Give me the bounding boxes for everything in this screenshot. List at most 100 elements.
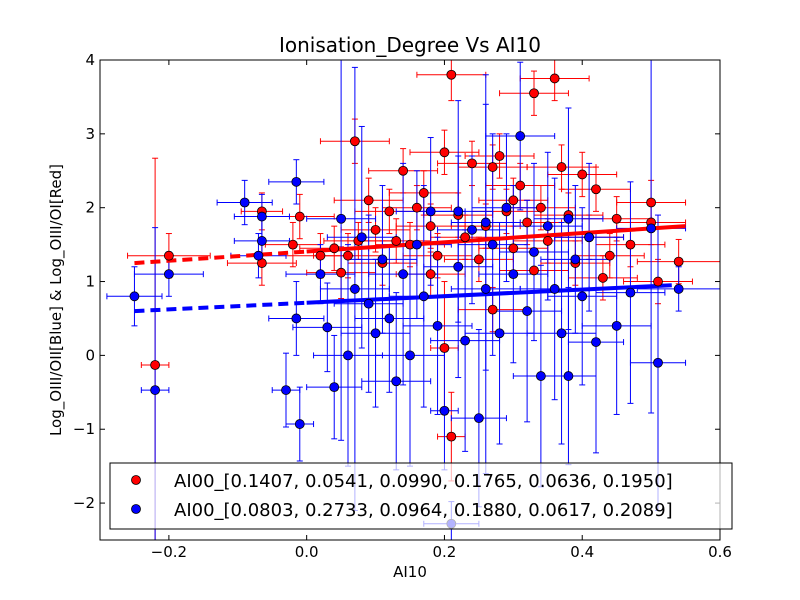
- data-point: [515, 180, 526, 191]
- data-point: [611, 213, 622, 224]
- data-point: [377, 254, 388, 265]
- data-point: [646, 223, 657, 234]
- data-point: [446, 69, 457, 80]
- data-point: [405, 350, 415, 361]
- data-point: [349, 136, 360, 147]
- data-point: [611, 320, 622, 331]
- data-point: [343, 350, 353, 361]
- data-point: [584, 232, 595, 243]
- data-point: [329, 382, 340, 393]
- y-axis-label: Log_OIII/OII[Blue] & Log_OIII/OI[Red]: [47, 164, 66, 436]
- data-point: [391, 376, 402, 387]
- data-point: [515, 131, 526, 141]
- data-point: [163, 250, 174, 261]
- data-point: [508, 269, 519, 280]
- data-point: [556, 162, 567, 172]
- data-point: [535, 371, 546, 381]
- y-tick-label: 2: [85, 199, 95, 217]
- data-point: [411, 202, 422, 213]
- y-tick-label: 3: [85, 125, 95, 143]
- data-point: [439, 343, 450, 353]
- data-point: [673, 284, 684, 294]
- data-point: [239, 197, 250, 208]
- data-point: [439, 147, 450, 158]
- data-point: [522, 217, 533, 228]
- y-tick-label: 1: [85, 273, 95, 291]
- data-point: [460, 232, 471, 243]
- data-point: [577, 291, 588, 302]
- x-tick-label: 0.2: [433, 543, 457, 561]
- data-point: [549, 284, 560, 294]
- x-tick-label: 0.4: [570, 543, 594, 561]
- data-point: [425, 269, 436, 280]
- legend-marker-blue: [131, 504, 141, 514]
- fit-line-solid-0: [306, 224, 686, 254]
- data-point: [653, 357, 663, 368]
- data-point: [294, 419, 305, 429]
- data-point: [487, 304, 498, 315]
- data-point: [480, 217, 491, 228]
- data-point: [343, 250, 353, 261]
- data-point: [508, 243, 519, 254]
- x-tick-label: 0.6: [708, 543, 732, 561]
- data-point: [467, 158, 477, 169]
- data-point: [563, 371, 574, 381]
- legend-label-blue: AI00_[0.0803, 0.2733, 0.0964, 0.1880, 0.…: [174, 500, 673, 521]
- data-point: [129, 291, 140, 302]
- data-point: [163, 269, 174, 280]
- data-point: [322, 322, 333, 333]
- data-point: [425, 206, 436, 217]
- x-tick-label: −0.2: [151, 543, 187, 561]
- data-point: [370, 224, 381, 235]
- data-point: [256, 211, 267, 222]
- data-point: [460, 335, 471, 346]
- data-point: [291, 176, 302, 187]
- data-point: [315, 269, 326, 280]
- data-point: [150, 360, 161, 370]
- data-point: [487, 239, 498, 250]
- data-point: [287, 239, 298, 250]
- data-point: [418, 188, 429, 198]
- data-point: [625, 287, 636, 298]
- y-tick-label: 0: [85, 346, 95, 364]
- data-point: [253, 250, 264, 261]
- data-point: [291, 313, 302, 324]
- data-point: [653, 276, 663, 287]
- data-point: [563, 213, 574, 224]
- data-point: [453, 261, 464, 272]
- data-point: [508, 195, 519, 206]
- data-point: [529, 265, 539, 276]
- data-point: [535, 202, 546, 213]
- chart-title: Ionisation_Degree Vs AI10: [279, 33, 541, 57]
- data-point: [446, 431, 457, 442]
- data-point: [604, 250, 615, 261]
- fit-line-dashed-0: [134, 249, 307, 266]
- x-axis-label: AI10: [393, 563, 427, 581]
- data-point: [329, 243, 340, 254]
- data-point: [473, 254, 484, 265]
- x-tick-label: 0.0: [295, 543, 319, 561]
- data-point: [522, 306, 533, 316]
- data-point: [556, 328, 567, 339]
- data-point: [315, 250, 326, 261]
- data-point: [673, 256, 684, 267]
- fit-line-dashed-1: [134, 300, 307, 314]
- data-point: [549, 73, 560, 84]
- data-point: [577, 169, 588, 180]
- data-point: [370, 328, 381, 339]
- data-point: [453, 206, 464, 217]
- data-point: [336, 213, 347, 224]
- data-point: [494, 328, 505, 339]
- data-point: [356, 232, 367, 243]
- data-point: [432, 250, 443, 261]
- legend-label-red: AI00_[0.1407, 0.0541, 0.0990, 0.1765, 0.…: [174, 471, 673, 492]
- data-point: [625, 239, 636, 250]
- data-point: [391, 236, 402, 246]
- legend-box: [109, 462, 733, 530]
- data-point: [425, 221, 436, 232]
- data-point: [597, 272, 608, 283]
- data-point: [529, 247, 539, 257]
- data-point: [480, 284, 491, 294]
- data-point: [494, 151, 505, 161]
